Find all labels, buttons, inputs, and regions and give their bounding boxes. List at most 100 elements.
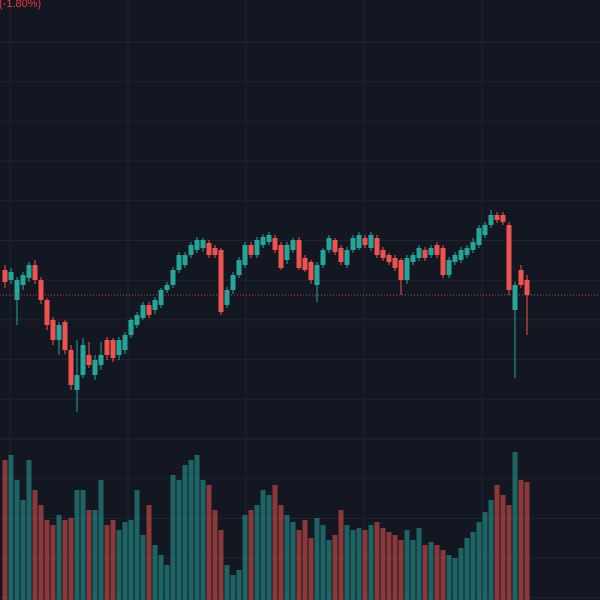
volume-bar xyxy=(80,490,86,600)
volume-bar xyxy=(428,542,434,600)
candle-body xyxy=(32,265,38,280)
candle-body xyxy=(458,250,464,260)
candle-body xyxy=(404,258,410,280)
volume-bar xyxy=(386,532,392,600)
candle-body xyxy=(356,235,362,248)
volume-bar xyxy=(92,510,98,600)
candle-body xyxy=(122,335,128,350)
volume-bar xyxy=(146,505,152,600)
volume-bar xyxy=(470,532,476,600)
candle-body xyxy=(266,235,272,242)
volume-bar xyxy=(392,535,398,600)
candle-body xyxy=(20,275,26,285)
candle-body xyxy=(410,255,416,262)
volume-bar xyxy=(524,482,530,600)
volume-bar xyxy=(32,490,38,600)
candle-body xyxy=(38,280,44,300)
candle-body xyxy=(470,242,476,250)
volume-bar xyxy=(26,460,32,600)
volume-bar xyxy=(128,520,134,600)
volume-bar xyxy=(506,505,512,600)
volume-bar xyxy=(176,480,182,600)
candle-body xyxy=(218,250,224,312)
volume-bar xyxy=(62,520,68,600)
candle-body xyxy=(26,265,32,278)
volume-bar xyxy=(494,485,500,600)
volume-bar xyxy=(464,538,470,600)
candle-body xyxy=(56,325,62,340)
volume-bar xyxy=(206,485,212,600)
volume-bar xyxy=(266,495,272,600)
volume-bar xyxy=(74,490,80,600)
volume-bar xyxy=(218,530,224,600)
candle-body xyxy=(296,240,302,268)
candle-body xyxy=(110,340,116,358)
candle-body xyxy=(236,260,242,275)
volume-bar xyxy=(500,495,506,600)
candle-body xyxy=(278,245,284,268)
volume-bar xyxy=(56,515,62,600)
volume-bar xyxy=(200,480,206,600)
volume-bar xyxy=(194,455,200,600)
volume-bar xyxy=(86,510,92,600)
volume-bar xyxy=(518,480,524,600)
volume-bar xyxy=(134,490,140,600)
volume-bar xyxy=(320,525,326,600)
volume-bar xyxy=(260,490,266,600)
volume-bar xyxy=(254,505,260,600)
volume-bar xyxy=(170,475,176,600)
candle-body xyxy=(134,315,140,325)
volume-bar xyxy=(416,528,422,600)
volume-bar xyxy=(278,505,284,600)
candle-body xyxy=(302,258,308,270)
volume-bar xyxy=(116,530,122,600)
candle-body xyxy=(308,262,314,280)
volume-bar xyxy=(248,510,254,600)
volume-pane xyxy=(2,452,530,600)
candle-body xyxy=(332,240,338,252)
volume-bar xyxy=(164,565,170,600)
volume-bar xyxy=(314,518,320,600)
volume-bar xyxy=(422,545,428,600)
candle-body xyxy=(422,250,428,258)
volume-bar xyxy=(104,525,110,600)
volume-bar xyxy=(230,575,236,600)
candle-body xyxy=(152,300,158,310)
volume-bar xyxy=(344,525,350,600)
candle-body xyxy=(518,270,524,285)
volume-bar xyxy=(446,555,452,600)
candle-body xyxy=(68,350,74,385)
volume-bar xyxy=(410,540,416,600)
candle-body xyxy=(206,243,212,255)
candle-body xyxy=(164,285,170,290)
volume-bar xyxy=(488,500,494,600)
candle-body xyxy=(254,240,260,255)
volume-bar xyxy=(458,548,464,600)
candle-body xyxy=(44,300,50,325)
candle-body xyxy=(200,240,206,248)
candle-body xyxy=(104,340,110,355)
volume-bar xyxy=(296,530,302,600)
candle-body xyxy=(464,248,470,255)
volume-bar xyxy=(302,520,308,600)
volume-bar xyxy=(152,545,158,600)
candle-body xyxy=(230,275,236,290)
candle-body xyxy=(170,270,176,285)
candle-body xyxy=(116,340,122,355)
candle-body xyxy=(446,260,452,275)
candle-body xyxy=(368,235,374,248)
volume-bar xyxy=(38,505,44,600)
volume-bar xyxy=(362,530,368,600)
volume-bar xyxy=(236,570,242,600)
candle-body xyxy=(476,228,482,245)
candle-body xyxy=(320,250,326,265)
volume-bar xyxy=(68,518,74,600)
candle-body xyxy=(350,238,356,250)
volume-bar xyxy=(374,522,380,600)
volume-bar xyxy=(242,515,248,600)
candle-body xyxy=(86,355,92,365)
volume-bar xyxy=(368,525,374,600)
volume-bar xyxy=(224,565,230,600)
volume-bar xyxy=(440,550,446,600)
price-pane xyxy=(0,210,600,412)
